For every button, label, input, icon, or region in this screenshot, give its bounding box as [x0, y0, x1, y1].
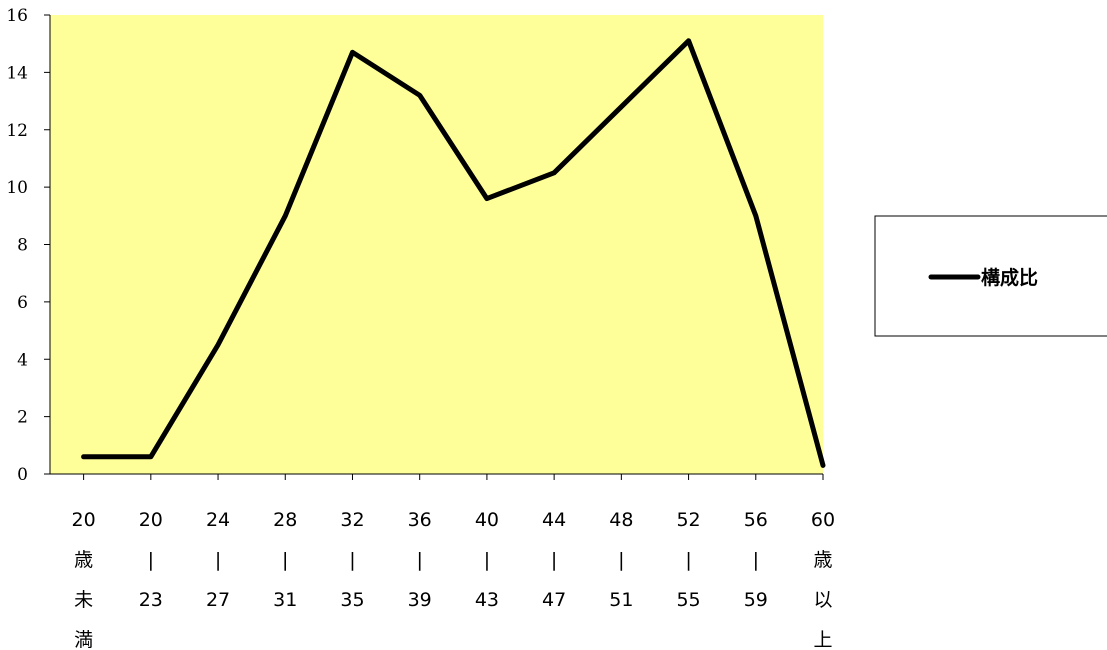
x-tick-label: 52	[676, 509, 700, 531]
y-tick-label: 16	[6, 6, 28, 26]
x-tick-label: 27	[206, 589, 230, 611]
x-tick-label: 20	[139, 509, 163, 531]
x-tick-label: 47	[542, 589, 566, 611]
y-tick-label: 4	[17, 350, 28, 370]
x-tick-label: 31	[273, 589, 297, 611]
y-tick-label: 8	[17, 236, 28, 256]
x-tick-label: |	[685, 549, 691, 571]
x-tick-label: 36	[408, 509, 432, 531]
legend-box	[874, 215, 1107, 337]
legend-entry-label: 構成比	[981, 266, 1038, 289]
x-tick-label: 39	[408, 589, 432, 611]
x-axis: 20歳未満20|2324|2728|3132|3536|3940|4344|47…	[72, 474, 835, 650]
x-tick-label: 55	[676, 589, 700, 611]
x-tick-label: 満	[74, 629, 93, 650]
x-tick-label: |	[551, 549, 557, 571]
x-tick-label: 40	[475, 509, 499, 531]
y-tick-label: 6	[17, 293, 28, 313]
x-tick-label: 以	[813, 589, 832, 611]
x-tick-label: 35	[340, 589, 364, 611]
legend: 構成比	[874, 215, 1107, 337]
plot-area	[50, 15, 823, 474]
x-tick-label: |	[215, 549, 221, 571]
x-tick-label: 20	[72, 509, 96, 531]
x-tick-label: 48	[609, 509, 633, 531]
x-tick-label: |	[618, 549, 624, 571]
x-tick-label: 28	[273, 509, 297, 531]
x-tick-label: 歳	[74, 549, 93, 571]
x-tick-label: 43	[475, 589, 499, 611]
x-tick-label: |	[349, 549, 355, 571]
x-tick-label: 32	[340, 509, 364, 531]
x-tick-label: 59	[744, 589, 768, 611]
y-tick-label: 12	[6, 121, 28, 141]
y-tick-label: 14	[6, 63, 28, 83]
x-tick-label: 23	[139, 589, 163, 611]
x-tick-label: 56	[744, 509, 768, 531]
y-tick-label: 2	[17, 408, 28, 428]
series-line	[81, 38, 826, 468]
x-tick-label: 44	[542, 509, 566, 531]
x-tick-label: |	[282, 549, 288, 571]
x-tick-label: 未	[74, 589, 93, 611]
x-tick-label: |	[148, 549, 154, 571]
y-tick-label: 0	[17, 465, 28, 485]
x-tick-label: 24	[206, 509, 230, 531]
x-tick-label: 51	[609, 589, 633, 611]
x-tick-label: |	[484, 549, 490, 571]
x-tick-label: |	[416, 549, 422, 571]
x-tick-label: 歳	[813, 549, 832, 571]
y-tick-label: 10	[6, 178, 28, 198]
y-axis: 0 2 4 6 8 10 12 14 16	[6, 6, 50, 485]
series-group	[81, 38, 826, 468]
x-tick-label: 上	[813, 629, 832, 650]
x-tick-label: |	[753, 549, 759, 571]
x-tick-label: 60	[811, 509, 835, 531]
